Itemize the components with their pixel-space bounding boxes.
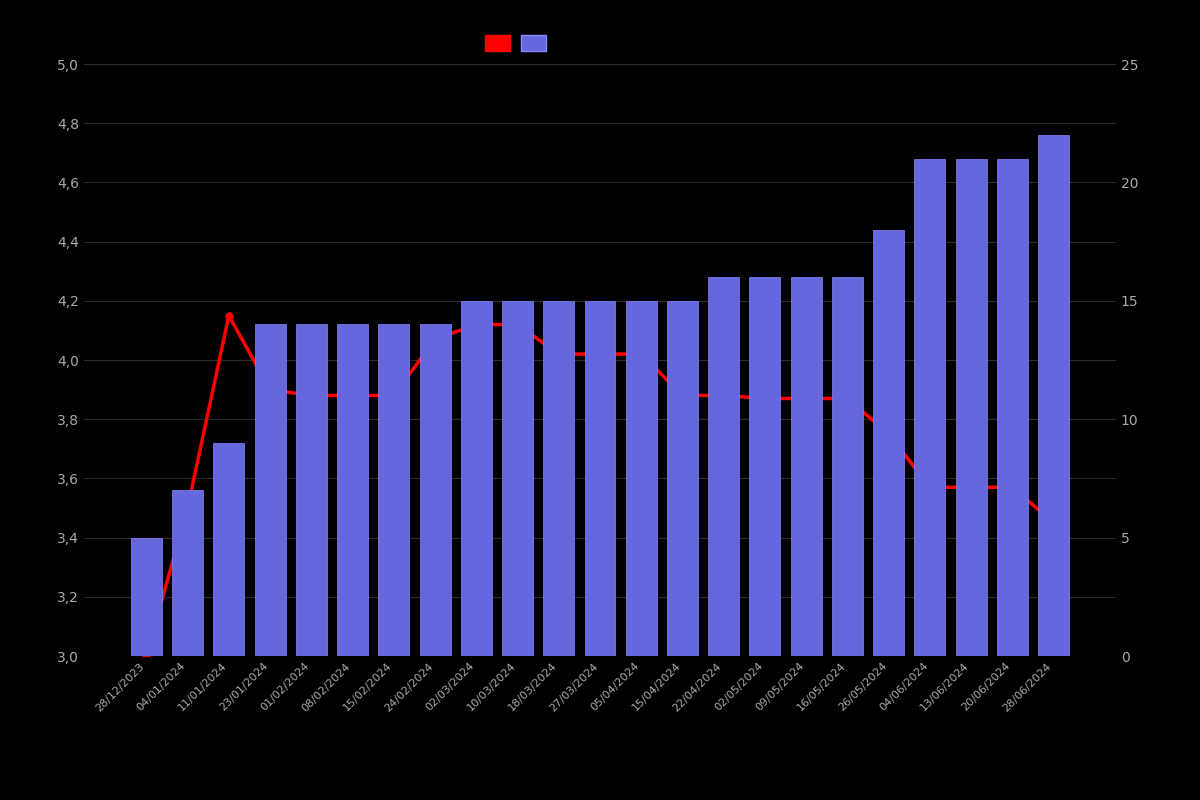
Bar	[1038, 135, 1069, 656]
Bar	[131, 538, 162, 656]
Bar	[544, 301, 575, 656]
Bar	[502, 301, 533, 656]
Bar	[461, 301, 492, 656]
Bar	[254, 325, 286, 656]
Bar	[172, 490, 203, 656]
Bar	[584, 301, 616, 656]
Bar	[214, 443, 245, 656]
Bar	[337, 325, 368, 656]
Bar	[378, 325, 409, 656]
Bar	[420, 325, 450, 656]
Bar	[832, 277, 863, 656]
Bar	[791, 277, 822, 656]
Bar	[296, 325, 326, 656]
Bar	[955, 158, 986, 656]
Bar	[914, 158, 946, 656]
Bar	[874, 230, 904, 656]
Bar	[708, 277, 739, 656]
Bar	[750, 277, 780, 656]
Legend: , : ,	[479, 30, 556, 57]
Bar	[997, 158, 1028, 656]
Bar	[625, 301, 656, 656]
Bar	[667, 301, 698, 656]
